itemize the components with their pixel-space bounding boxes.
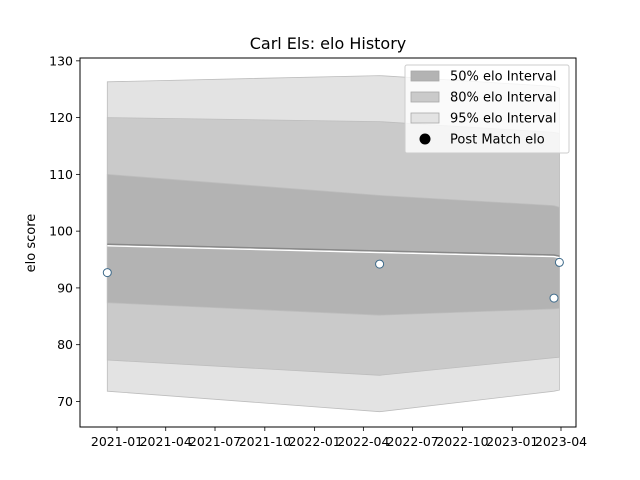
y-tick-label: 80 bbox=[57, 337, 73, 352]
data-point bbox=[375, 259, 385, 269]
legend-swatch bbox=[410, 112, 440, 124]
mean-line-group bbox=[107, 243, 560, 259]
x-axis: 2021-012021-042021-072021-102022-012022-… bbox=[91, 427, 587, 449]
x-tick-label: 2022-10 bbox=[436, 434, 488, 449]
y-tick-label: 70 bbox=[57, 394, 73, 409]
legend: 50% elo Interval 80% elo Interval 95% elo … bbox=[404, 64, 570, 154]
x-tick-label: 2021-04 bbox=[140, 434, 192, 449]
band-3 bbox=[106, 173, 560, 316]
plot-frame bbox=[79, 57, 577, 428]
x-tick-label: 2022-04 bbox=[337, 434, 389, 449]
x-tick-label: 2022-01 bbox=[289, 434, 341, 449]
post-match-points bbox=[102, 257, 564, 303]
legend-swatch bbox=[410, 70, 440, 82]
x-tick-label: 2021-10 bbox=[239, 434, 291, 449]
y-tick-label: 100 bbox=[49, 224, 73, 239]
x-tick-label: 2021-01 bbox=[91, 434, 143, 449]
legend-label: 50% elo Interval bbox=[450, 70, 557, 85]
y-axis: 70 80 90 100 110 120 130 bbox=[49, 53, 80, 409]
x-tick-label: 2021-07 bbox=[189, 434, 241, 449]
x-tick-label: 2023-01 bbox=[486, 434, 538, 449]
data-point bbox=[549, 293, 559, 303]
x-tick-label: 2022-07 bbox=[387, 434, 439, 449]
chart-title: Carl Els: elo History bbox=[250, 34, 407, 53]
y-tick-label: 110 bbox=[49, 167, 73, 182]
legend-swatch bbox=[410, 91, 440, 103]
y-axis-label: elo score bbox=[24, 214, 39, 273]
x-tick-label: 2023-04 bbox=[535, 434, 587, 449]
legend-label: 95% elo Interval bbox=[450, 112, 557, 127]
y-tick-label: 90 bbox=[57, 280, 73, 295]
data-point bbox=[102, 268, 112, 278]
interval-bands bbox=[106, 75, 560, 413]
mean-line-highlight bbox=[107, 244, 560, 259]
y-tick-label: 130 bbox=[49, 53, 73, 68]
data-point bbox=[554, 257, 564, 267]
legend-label: Post Match elo bbox=[450, 133, 545, 148]
legend-box bbox=[404, 64, 570, 154]
mean-line bbox=[107, 243, 560, 257]
y-tick-label: 120 bbox=[49, 110, 73, 125]
legend-label: 80% elo Interval bbox=[450, 91, 557, 106]
legend-marker bbox=[419, 133, 431, 145]
